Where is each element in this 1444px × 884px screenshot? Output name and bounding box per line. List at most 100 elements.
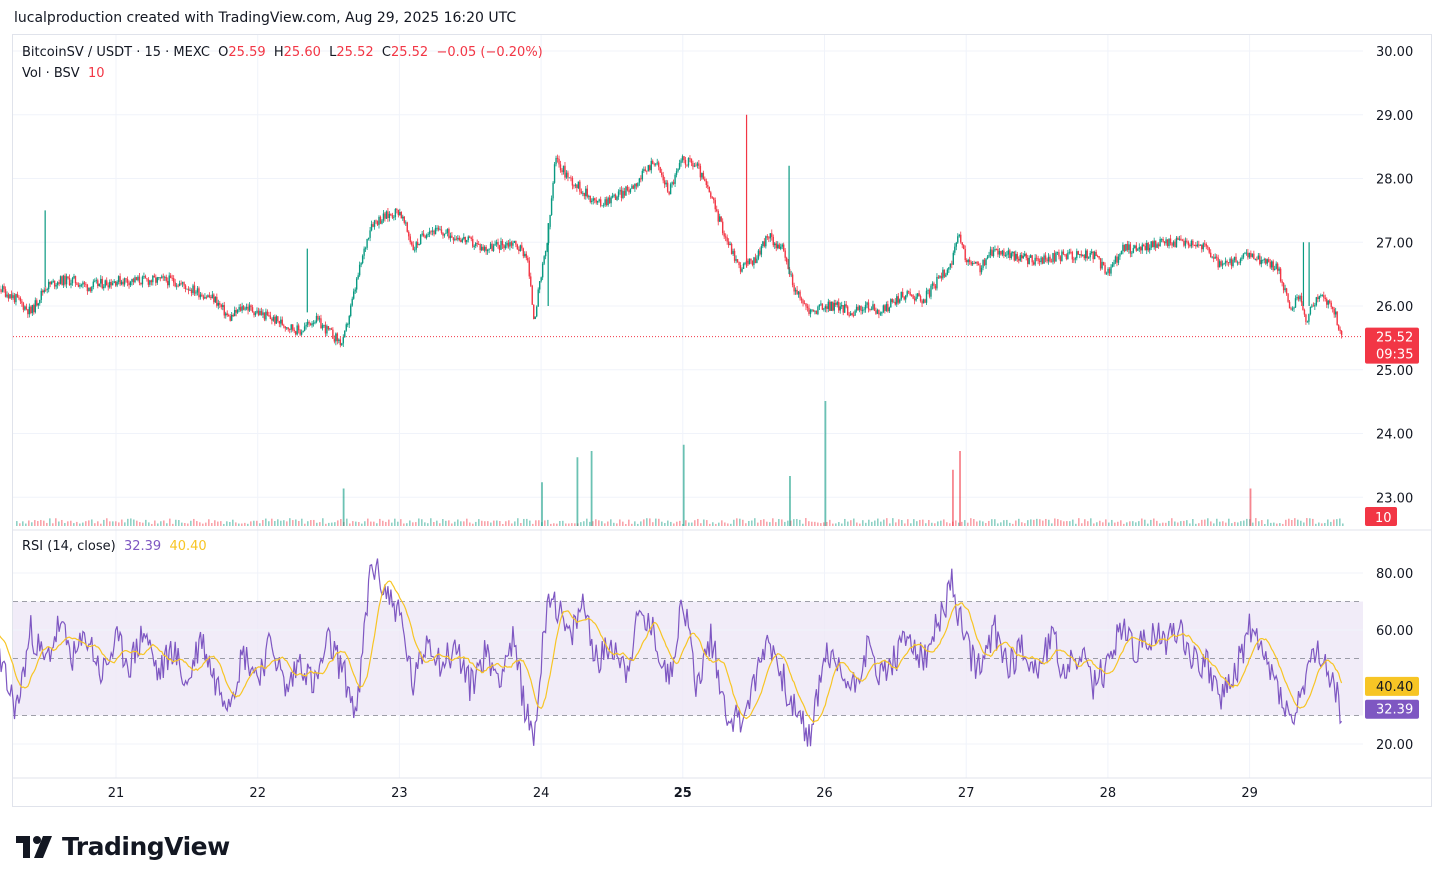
- time-axis-tick: 28: [1100, 786, 1117, 801]
- candle-body: [485, 246, 487, 252]
- candle-body: [1236, 262, 1239, 264]
- volume-bar: [898, 519, 900, 526]
- candle-body: [1090, 251, 1093, 254]
- candle-body: [271, 318, 273, 321]
- candle-body: [1339, 329, 1341, 332]
- candle-body: [652, 160, 654, 164]
- volume-bar: [1276, 523, 1278, 526]
- volume-bar: [826, 521, 828, 526]
- candle-body: [608, 197, 611, 204]
- candle-body: [1015, 253, 1017, 261]
- candle-body: [732, 250, 734, 255]
- candle-body: [47, 281, 50, 290]
- volume-bar: [106, 518, 108, 526]
- candle-body: [1165, 239, 1167, 244]
- candle-body: [293, 329, 295, 332]
- candle-body: [629, 188, 632, 193]
- symbol-label[interactable]: BitcoinSV / USDT · 15 · MEXC: [22, 45, 210, 60]
- candle-body: [577, 181, 580, 189]
- candle-body: [418, 244, 420, 246]
- volume-bar: [853, 518, 855, 526]
- candle-body: [930, 285, 932, 297]
- volume-bar: [328, 522, 330, 526]
- candle-body: [1107, 268, 1109, 273]
- candle-body: [1259, 255, 1261, 265]
- volume-bar: [472, 523, 474, 526]
- candle-body: [863, 309, 865, 311]
- volume-bar: [1312, 518, 1314, 526]
- candle-body: [628, 190, 630, 193]
- candle-body: [388, 213, 391, 219]
- price-axis-tick: 23.00: [1376, 491, 1413, 506]
- candle-body: [50, 281, 53, 285]
- candle-body: [1210, 252, 1212, 258]
- candle-body: [555, 157, 557, 165]
- volume-bar: [877, 518, 879, 526]
- candle-body: [79, 284, 81, 287]
- candle-body: [1337, 325, 1340, 330]
- candle-body: [888, 307, 891, 312]
- candle-body: [217, 302, 220, 306]
- candle-body: [611, 195, 614, 198]
- candle-body: [1061, 251, 1063, 262]
- candle-body: [1299, 295, 1301, 300]
- candle-body: [167, 280, 169, 286]
- candle-body: [153, 275, 156, 278]
- volume-bar: [1222, 521, 1224, 526]
- candle-body: [199, 294, 202, 298]
- candle-body: [653, 163, 655, 165]
- volume-spike-bar: [1249, 488, 1252, 526]
- candle-body: [488, 248, 490, 250]
- volume-bar: [169, 518, 171, 526]
- candle-body: [183, 282, 185, 286]
- candle-body: [68, 278, 71, 286]
- candle-body: [864, 304, 867, 310]
- candle-body: [707, 184, 709, 187]
- candle-body: [1320, 295, 1322, 297]
- candle-body: [1105, 272, 1108, 274]
- volume-bar: [919, 519, 921, 526]
- candle-body: [690, 158, 693, 163]
- candle-body: [765, 236, 767, 247]
- candle-body: [360, 263, 362, 265]
- candle-body: [1285, 288, 1288, 294]
- candle-body: [721, 221, 724, 234]
- candle-body: [1087, 257, 1090, 259]
- candle-body: [640, 178, 642, 180]
- candle-body: [527, 257, 529, 261]
- volume-bar: [229, 521, 231, 526]
- candle-body: [510, 242, 513, 246]
- tradingview-logo[interactable]: TradingView: [16, 832, 230, 861]
- rsi-axis-tick: 80.00: [1376, 567, 1413, 582]
- volume-bar: [700, 523, 702, 526]
- volume-bar: [148, 522, 150, 526]
- candle-body: [716, 209, 718, 212]
- volume-bar: [73, 523, 75, 526]
- rsi-label[interactable]: RSI (14, close): [22, 539, 116, 554]
- candle-body: [1150, 241, 1152, 248]
- candle-body: [4, 289, 7, 297]
- candle-body: [126, 279, 129, 283]
- volume-bar: [907, 519, 909, 526]
- candle-body: [448, 228, 450, 239]
- price-axis-tick: 24.00: [1376, 428, 1413, 443]
- candle-body: [1174, 241, 1176, 248]
- volume-bar: [277, 519, 279, 526]
- volume-bar: [1174, 521, 1176, 526]
- candle-body: [22, 303, 25, 310]
- candle-body: [934, 285, 937, 289]
- candle-body: [766, 236, 769, 238]
- candle-body: [681, 156, 684, 161]
- candle-body: [455, 238, 458, 240]
- candle-body: [925, 290, 928, 303]
- volume-bar: [673, 523, 675, 526]
- candle-body: [1272, 261, 1274, 271]
- volume-bar: [679, 520, 681, 526]
- volume-bar: [1051, 523, 1053, 526]
- volume-label[interactable]: Vol · BSV: [22, 66, 80, 81]
- candle-body: [634, 183, 636, 189]
- volume-bar: [568, 523, 570, 526]
- volume-bar: [589, 521, 591, 526]
- candle-body: [835, 302, 837, 305]
